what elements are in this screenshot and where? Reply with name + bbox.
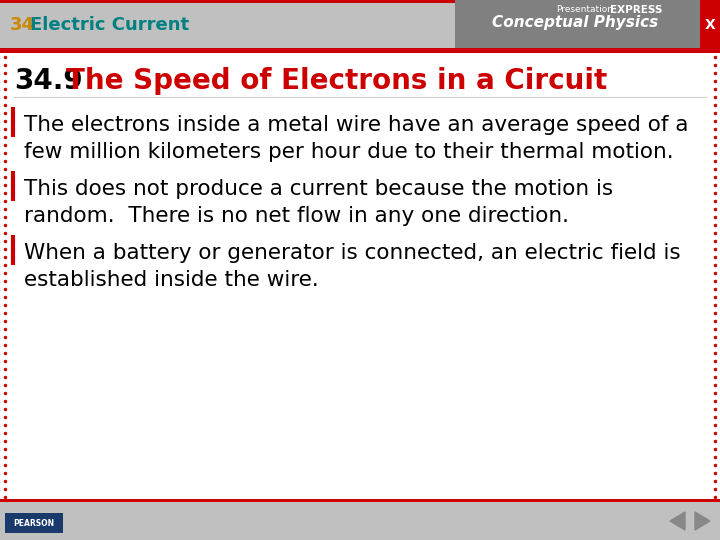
Text: Presentation: Presentation bbox=[556, 5, 613, 15]
Bar bbox=[0, 0, 720, 3]
Bar bbox=[0, 0, 720, 48]
Bar bbox=[0, 48, 720, 53]
Text: The Speed of Electrons in a Circuit: The Speed of Electrons in a Circuit bbox=[66, 67, 607, 95]
Bar bbox=[0, 502, 720, 540]
Text: 34.9: 34.9 bbox=[14, 67, 83, 95]
Text: Conceptual Physics: Conceptual Physics bbox=[492, 16, 658, 30]
Bar bbox=[700, 0, 720, 48]
Bar bbox=[0, 499, 720, 502]
Text: EXPRESS: EXPRESS bbox=[610, 5, 662, 15]
Text: This does not produce a current because the motion is
random.  There is no net f: This does not produce a current because … bbox=[24, 179, 613, 226]
Text: Electric Current: Electric Current bbox=[30, 16, 189, 34]
Polygon shape bbox=[695, 512, 710, 530]
Text: The electrons inside a metal wire have an average speed of a
few million kilomet: The electrons inside a metal wire have a… bbox=[24, 115, 688, 162]
Polygon shape bbox=[670, 512, 685, 530]
Text: X: X bbox=[705, 18, 716, 32]
Text: PEARSON: PEARSON bbox=[14, 518, 55, 528]
Bar bbox=[5, 513, 63, 533]
Bar bbox=[455, 0, 700, 48]
Bar bbox=[0, 53, 720, 499]
Text: 34: 34 bbox=[10, 16, 35, 34]
Text: When a battery or generator is connected, an electric field is
established insid: When a battery or generator is connected… bbox=[24, 243, 680, 290]
